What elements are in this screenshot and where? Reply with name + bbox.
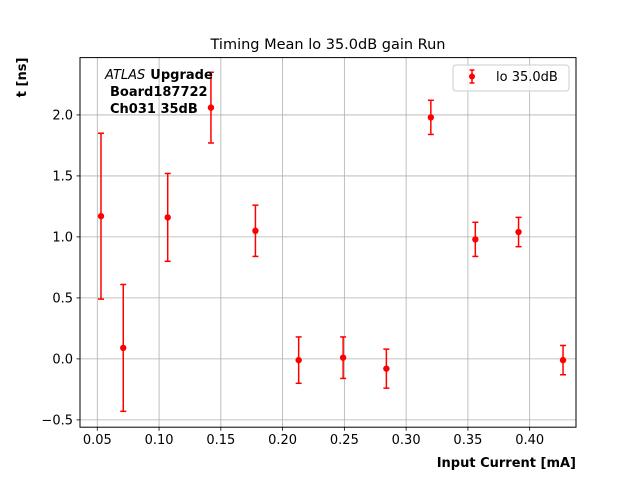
- data-point: [515, 228, 522, 236]
- plot-area: [80, 57, 576, 428]
- data-point: [97, 212, 105, 220]
- annotation-channel: Ch031 35dB: [110, 102, 198, 117]
- annotation-board: Board187722: [110, 85, 208, 100]
- axis-ticks: 0.05 0.10 0.15 0.20 0.25 0.30 0.35 0.40 −0.5 0.0 0…: [41, 108, 544, 448]
- x-tick-label: 0.10: [145, 433, 174, 448]
- y-tick-label: 1.0: [52, 230, 73, 245]
- data-point: [295, 356, 302, 364]
- axes-frame: [79, 57, 577, 428]
- data-point: [339, 354, 347, 361]
- y-axis-label: t [ns]: [15, 58, 30, 98]
- data-point: [252, 227, 259, 235]
- x-tick-label: 0.15: [206, 433, 235, 448]
- atlas-annotation: ATLAS Upgrade Board187722 Ch031 35dB: [104, 68, 213, 117]
- legend-box: [452, 64, 570, 92]
- y-tick-label: 1.5: [52, 169, 73, 184]
- y-tick-label: −0.5: [41, 413, 73, 428]
- x-tick-label: 0.30: [392, 433, 421, 448]
- x-tick-label: 0.25: [330, 433, 359, 448]
- data-point: [164, 214, 171, 221]
- chart-title: Timing Mean lo 35.0dB gain Run: [210, 37, 446, 53]
- x-tick-label: 0.20: [268, 433, 297, 448]
- legend-marker: [469, 73, 475, 80]
- y-tick-label: 0.0: [52, 352, 73, 367]
- legend-label: lo 35.0dB: [496, 70, 558, 85]
- y-tick-label: 0.5: [52, 291, 73, 306]
- x-tick-label: 0.35: [453, 433, 482, 448]
- x-axis-label: Input Current [mA]: [437, 456, 576, 471]
- data-point: [120, 344, 127, 352]
- annotation-line-1: ATLAS Upgrade: [104, 68, 213, 83]
- annotation-brand-suffix: Upgrade: [150, 68, 213, 83]
- data-point: [559, 356, 567, 364]
- data-point: [427, 114, 435, 121]
- y-tick-label: 2.0: [52, 108, 73, 123]
- data-point: [383, 365, 390, 372]
- data-series: [97, 71, 567, 413]
- legend: lo 35.0dB: [452, 64, 570, 92]
- x-tick-label: 0.40: [515, 433, 544, 448]
- annotation-brand: ATLAS: [104, 68, 145, 83]
- data-point: [472, 236, 479, 243]
- data-point: [207, 104, 215, 111]
- grid: [80, 57, 576, 428]
- x-tick-label: 0.05: [83, 433, 112, 448]
